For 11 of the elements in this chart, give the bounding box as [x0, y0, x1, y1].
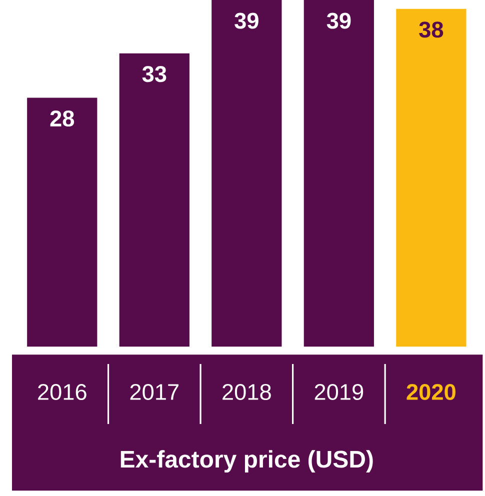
- data-label: 39: [234, 12, 258, 29]
- data-label: 38: [418, 22, 443, 38]
- data-label: 39: [326, 12, 351, 29]
- x-tick-label: 2019: [314, 384, 363, 400]
- data-label: 28: [50, 110, 74, 127]
- x-tick-label: 2016: [38, 384, 86, 400]
- x-tick-label: 2020: [406, 384, 456, 400]
- data-label: 33: [142, 66, 166, 82]
- x-tick-label: 2018: [222, 384, 271, 400]
- x-axis-title: Ex-factory price (USD): [120, 450, 373, 473]
- x-tick-label: 2017: [130, 384, 178, 400]
